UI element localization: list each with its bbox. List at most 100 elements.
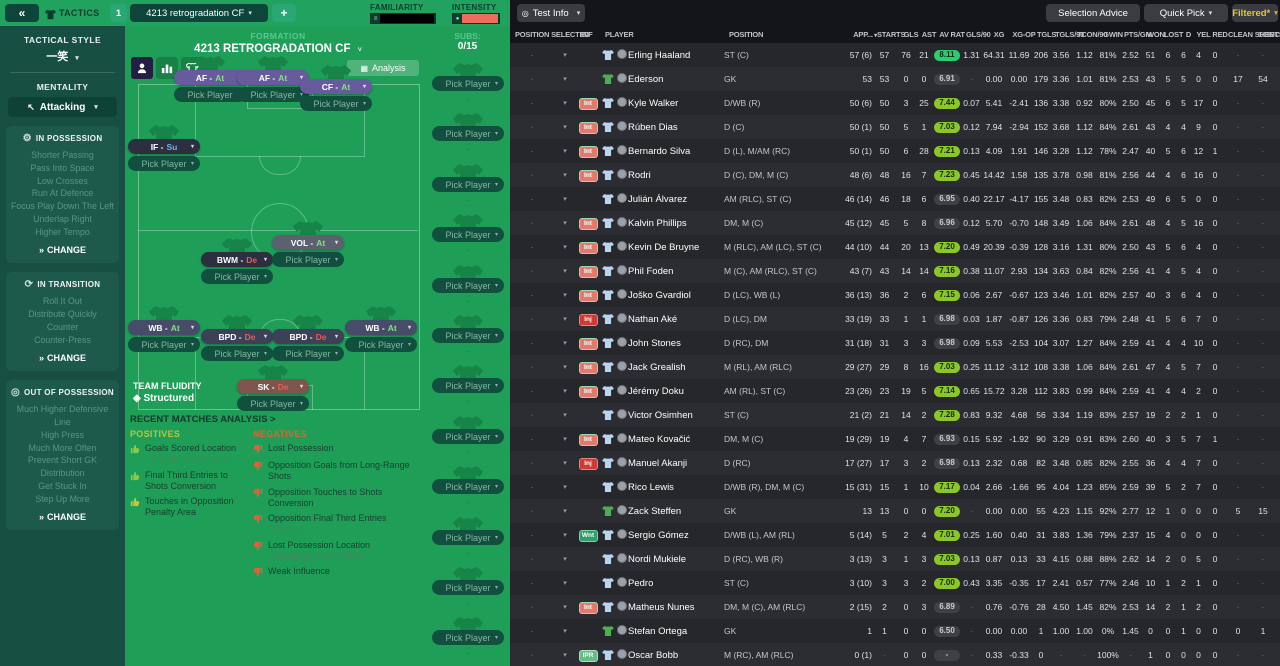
row-expand-chevron[interactable]: ▾: [563, 508, 567, 515]
role-badge-wb-6[interactable]: WB - At ▾: [128, 320, 200, 335]
player-row[interactable]: - ▾ Erling Haaland ST (C) 57 (6) 57 76 21 8.11 1.…: [510, 43, 1280, 67]
player-row[interactable]: - ▾ Int Kyle Walker D/WB (R) 50 (6) 50 3 25 7.44 0…: [510, 91, 1280, 115]
sub-pick-player-dropdown[interactable]: Pick Player ▾: [432, 227, 504, 242]
column-header-tgls-90[interactable]: TGLS/90: [1055, 30, 1085, 39]
column-header-tgls[interactable]: TGLS: [1037, 30, 1057, 39]
player-row[interactable]: - ▾ Victor Osimhen ST (C) 21 (2) 21 14 2 7.28 0.8…: [510, 403, 1280, 427]
player-row[interactable]: - ▾ Inj Manuel Akanji D (RC) 17 (27) 17 3 2 6.98 0…: [510, 451, 1280, 475]
pick-player-dropdown[interactable]: Pick Player▾: [201, 269, 273, 284]
player-row[interactable]: - ▾ Int Mateo Kovačić DM, M (C) 19 (29) 19 4 7 6.…: [510, 427, 1280, 451]
player-row[interactable]: - ▾ Zack Steffen GK 13 13 0 0 7.20-0.00 0.00 55 4.2…: [510, 499, 1280, 523]
player-row[interactable]: - ▾ Julián Álvarez AM (RLC), ST (C) 46 (14) 4…: [510, 187, 1280, 211]
player-row[interactable]: - ▾ Int Rúben Dias D (C) 50 (1) 50 5 1 7.03 0.12 7.…: [510, 115, 1280, 139]
sub-pick-player-dropdown[interactable]: Pick Player ▾: [432, 278, 504, 293]
analysis-button[interactable]: ▦ Analysis: [347, 60, 419, 76]
column-header-av-rat[interactable]: AV RAT: [939, 30, 965, 39]
row-expand-chevron[interactable]: ▾: [563, 172, 567, 179]
column-header-conc[interactable]: CONC: [1258, 30, 1280, 39]
column-header-starts[interactable]: STARTS: [877, 30, 906, 39]
mentality-dropdown[interactable]: ↖ Attacking ▾: [8, 97, 117, 117]
column-header-xg-op[interactable]: XG-OP: [1012, 30, 1036, 39]
player-row[interactable]: - ▾ IPR Oscar Bobb M (RC), AM (RLC) 0 (1) -0 0-…: [510, 643, 1280, 666]
row-expand-chevron[interactable]: ▾: [563, 628, 567, 635]
column-header-d[interactable]: D: [1185, 30, 1192, 39]
column-header-player[interactable]: PLAYER: [605, 30, 634, 39]
column-header-xg[interactable]: XG: [993, 30, 1005, 39]
tactical-style-dropdown[interactable]: 一笑 ▾: [0, 48, 125, 64]
column-header-clean-sheets[interactable]: CLEAN SHEETS: [1228, 30, 1280, 39]
player-row[interactable]: - ▾ Rico Lewis D/WB (R), DM, M (C) 15 (31) 15…: [510, 475, 1280, 499]
sub-pick-player-dropdown[interactable]: Pick Player ▾: [432, 580, 504, 595]
column-header-red[interactable]: RED: [1212, 30, 1228, 39]
row-expand-chevron[interactable]: ▾: [563, 76, 567, 83]
change-button[interactable]: » CHANGE: [38, 245, 87, 256]
pick-player-dropdown[interactable]: Pick Player▾: [128, 337, 200, 352]
quick-pick-dropdown[interactable]: Quick Pick ▾: [1144, 4, 1228, 22]
player-view-button[interactable]: [131, 57, 153, 79]
role-badge-vol-5[interactable]: VOL - At ▾: [272, 235, 344, 250]
row-expand-chevron[interactable]: ▾: [563, 244, 567, 251]
stats-view-button[interactable]: [156, 57, 178, 79]
pick-player-dropdown[interactable]: Pick Player▾: [128, 156, 200, 171]
pick-player-dropdown[interactable]: Pick Player▾: [272, 252, 344, 267]
pick-player-dropdown[interactable]: Pick Player▾: [272, 346, 344, 361]
column-header-inf[interactable]: INF: [581, 30, 593, 39]
row-expand-chevron[interactable]: ▾: [563, 604, 567, 611]
filter-dropdown[interactable]: Filtered* ▾: [1232, 4, 1278, 22]
role-badge-if-3[interactable]: IF - Su ▾: [128, 139, 200, 154]
sub-pick-player-dropdown[interactable]: Pick Player ▾: [432, 378, 504, 393]
row-expand-chevron[interactable]: ▾: [563, 436, 567, 443]
role-badge-bpd-7[interactable]: BPD - De ▾: [201, 329, 273, 344]
player-row[interactable]: - ▾ Int Matheus Nunes DM, M (C), AM (RLC) 2 (…: [510, 595, 1280, 619]
column-header-gls[interactable]: GLS: [903, 30, 919, 39]
player-row[interactable]: - ▾ Int Kevin De Bruyne M (RLC), AM (LC), ST…: [510, 235, 1280, 259]
row-expand-chevron[interactable]: ▾: [563, 460, 567, 467]
column-header-pts-gm[interactable]: PTS/GM: [1124, 30, 1152, 39]
row-expand-chevron[interactable]: ▾: [563, 196, 567, 203]
player-row[interactable]: - ▾ Int Jérémy Doku AM (RL), ST (C) 23 (26) 23…: [510, 379, 1280, 403]
column-header-gls-90[interactable]: GLS/90: [966, 30, 991, 39]
role-badge-cf-2[interactable]: CF - At ▾: [300, 79, 372, 94]
row-expand-chevron[interactable]: ▾: [563, 52, 567, 59]
tactic-slot-number[interactable]: 1: [110, 4, 127, 22]
change-button[interactable]: » CHANGE: [38, 353, 87, 364]
player-row[interactable]: - ▾ Ederson GK 53 53 0 0 6.91-0.00 0.00 179 3.36 1.0…: [510, 67, 1280, 91]
column-header-lost[interactable]: LOST: [1164, 30, 1184, 39]
player-row[interactable]: - ▾ Wnt Sergio Gómez D/WB (L), AM (RL) 5 (14)…: [510, 523, 1280, 547]
role-badge-bwm-4[interactable]: BWM - De ▾: [201, 252, 273, 267]
player-row[interactable]: - ▾ Int John Stones D (RC), DM 31 (18) 31 3 3 6.9…: [510, 331, 1280, 355]
row-expand-chevron[interactable]: ▾: [563, 148, 567, 155]
row-expand-chevron[interactable]: ▾: [563, 124, 567, 131]
row-expand-chevron[interactable]: ▾: [563, 268, 567, 275]
row-expand-chevron[interactable]: ▾: [563, 412, 567, 419]
add-tactic-button[interactable]: +: [272, 4, 296, 22]
role-badge-wb-9[interactable]: WB - At ▾: [345, 320, 417, 335]
row-expand-chevron[interactable]: ▾: [563, 220, 567, 227]
player-row[interactable]: - ▾ Int Joško Gvardiol D (LC), WB (L) 36 (13)…: [510, 283, 1280, 307]
column-header-app-[interactable]: APP... ▾: [853, 30, 877, 39]
tactic-name-dropdown[interactable]: 4213 retrogradation CF ▾: [130, 4, 268, 22]
sub-pick-player-dropdown[interactable]: Pick Player ▾: [432, 479, 504, 494]
player-row[interactable]: - ▾ Nordi Mukiele D (RC), WB (R) 3 (13) 3 1 3 7.…: [510, 547, 1280, 571]
sub-pick-player-dropdown[interactable]: Pick Player ▾: [432, 429, 504, 444]
row-expand-chevron[interactable]: ▾: [563, 292, 567, 299]
row-expand-chevron[interactable]: ▾: [563, 484, 567, 491]
role-badge-sk-10[interactable]: SK - De ▾: [237, 379, 309, 394]
test-info-dropdown[interactable]: ◎ Test Info ▾: [517, 4, 585, 22]
pick-player-dropdown[interactable]: Pick Player▾: [201, 346, 273, 361]
column-header-won[interactable]: WON: [1147, 30, 1165, 39]
pick-player-dropdown[interactable]: Pick Player▾: [174, 87, 246, 102]
player-row[interactable]: - ▾ Stefan Ortega GK 1 1 0 0 6.50-0.00 0.00 1 1.00 1…: [510, 619, 1280, 643]
column-header-tcon-90[interactable]: TCON/90: [1077, 30, 1108, 39]
column-header-yel[interactable]: YEL: [1196, 30, 1211, 39]
player-row[interactable]: - ▾ Int Rodri D (C), DM, M (C) 48 (6) 48 16 7 7.2…: [510, 163, 1280, 187]
column-header-position-selected[interactable]: POSITION SELECTED: [515, 30, 590, 39]
row-expand-chevron[interactable]: ▾: [563, 556, 567, 563]
change-button[interactable]: » CHANGE: [38, 512, 87, 523]
row-expand-chevron[interactable]: ▾: [563, 532, 567, 539]
role-badge-af-0[interactable]: AF -At▾: [174, 70, 246, 85]
pick-player-dropdown[interactable]: Pick Player▾: [237, 87, 309, 102]
player-row[interactable]: - ▾ Inj Nathan Aké D (LC), DM 33 (19) 33 1 1 6.98…: [510, 307, 1280, 331]
sub-pick-player-dropdown[interactable]: Pick Player ▾: [432, 328, 504, 343]
pick-player-dropdown[interactable]: Pick Player▾: [237, 396, 309, 411]
